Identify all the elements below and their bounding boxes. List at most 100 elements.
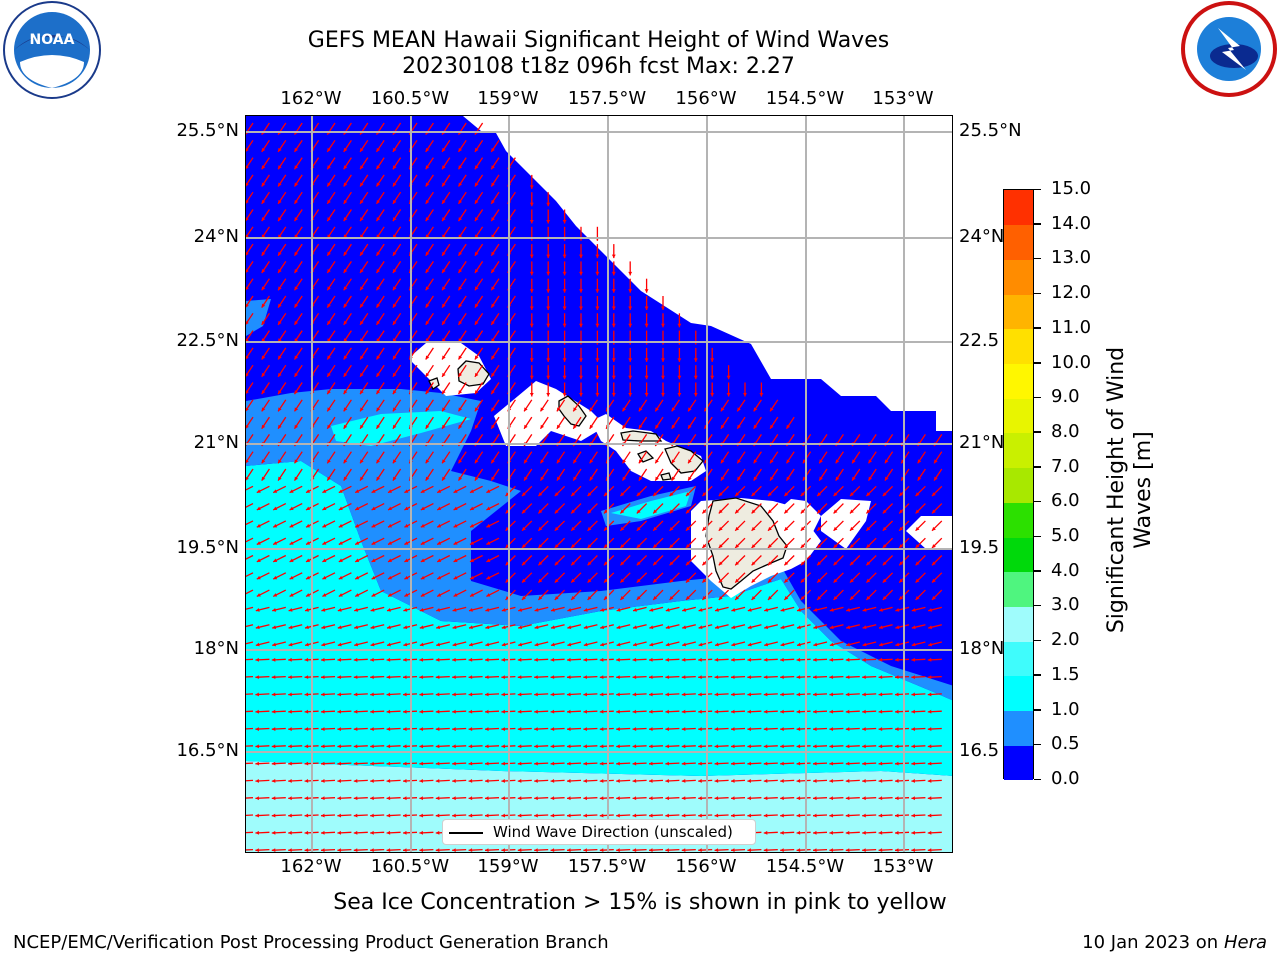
wave-arrow-head (353, 744, 358, 749)
wave-arrow-head (404, 523, 409, 528)
wave-arrow-head (737, 476, 741, 481)
wave-arrow-head (616, 625, 621, 630)
wave-arrow-head (632, 692, 637, 697)
wave-arrow-head (688, 424, 692, 429)
wave-arrow-head (327, 303, 331, 308)
wave-arrow-head (735, 526, 740, 531)
wave-arrow-head (534, 657, 538, 662)
wave-arrow-head (273, 523, 278, 528)
wave-arrow-head (813, 796, 817, 801)
wave-arrow-head (604, 544, 608, 548)
wave-arrow-head (556, 476, 561, 481)
wave-arrow-head (343, 251, 348, 256)
wave-arrow-head (420, 506, 425, 511)
wave-arrow-head (271, 848, 276, 852)
wave-arrow-head (371, 506, 376, 511)
wave-arrow-head (669, 578, 674, 583)
colorbar-tick-label: 4.0 (1051, 559, 1080, 581)
wave-arrow-head (554, 526, 559, 531)
wave-arrow-head (353, 848, 358, 852)
wave-arrow-head (360, 165, 364, 170)
wave-arrow-head (338, 523, 343, 528)
wave-arrow-head (327, 407, 331, 412)
wave-arrow-head (388, 523, 392, 528)
wave-arrow-head (862, 709, 866, 714)
wave-arrow-head (491, 251, 495, 256)
wave-arrow-head (524, 459, 528, 464)
wave-arrow-head (866, 596, 871, 600)
wave-arrow-head (392, 165, 397, 170)
wave-arrow-head (644, 323, 649, 328)
island-molokai (620, 430, 663, 442)
wave-arrow-head (294, 251, 299, 256)
wave-arrow-head (392, 286, 397, 291)
wave-arrow (246, 779, 254, 782)
colorbar (1003, 189, 1034, 781)
wave-arrow-head (403, 744, 407, 749)
wave-arrow-head (468, 779, 473, 783)
wave-arrow-head (273, 593, 278, 597)
wave-arrow-head (304, 830, 309, 835)
wave-arrow-head (895, 657, 899, 662)
wave-arrow-head (911, 848, 915, 852)
wave-arrow-head (556, 459, 561, 464)
wave-arrow-head (813, 830, 817, 835)
wave-arrow-head (337, 625, 342, 630)
wave-arrow-head (932, 561, 936, 566)
wave-arrow-head (573, 407, 577, 412)
wave-arrow-head (458, 390, 463, 395)
wave-arrow-head (714, 761, 719, 766)
wave-arrow-head (622, 424, 627, 429)
wave-arrow-head (452, 657, 456, 662)
wave-arrow-head (600, 625, 605, 630)
wave-arrow-head (833, 596, 838, 600)
wave-arrow-head (524, 407, 528, 412)
lon-label-top: 157.5°W (567, 88, 647, 109)
lon-label-bottom: 156°W (675, 856, 737, 877)
wave-arrow (246, 831, 254, 834)
wave-arrow-head (644, 375, 649, 380)
wave-arrow-head (501, 642, 506, 647)
colorbar-segment (1004, 190, 1033, 226)
wave-arrow-head (392, 199, 397, 204)
wave-arrow-head (800, 492, 805, 497)
wave-arrow-head (534, 796, 538, 801)
wave-arrow-head (442, 251, 446, 256)
wave-arrow (246, 745, 254, 747)
wave-arrow-head (327, 199, 331, 204)
wave-arrow-head (425, 320, 430, 325)
wave-arrow-head (768, 526, 772, 531)
wave-arrow-head (355, 558, 360, 562)
wave-arrow-head (653, 509, 658, 514)
colorbar-label-line2: Waves [m] (1131, 431, 1156, 549)
wave-arrow-head (714, 727, 719, 731)
wave-arrow-head (453, 506, 458, 511)
wave-arrow-head (611, 289, 616, 293)
wave-arrow-head (321, 813, 325, 818)
wave-arrow-head (474, 355, 479, 360)
wave-arrow-head (599, 761, 604, 766)
wave-arrow-head (611, 306, 616, 310)
wave-arrow-head (763, 709, 768, 714)
wave-arrow-head (376, 182, 381, 187)
wave-arrow-head (338, 489, 343, 493)
wave-arrow-head (255, 675, 260, 680)
wave-arrow-head (665, 796, 670, 801)
wave-arrow-head (538, 596, 543, 600)
wave-arrow-head (486, 593, 491, 597)
wave-arrow-head (636, 526, 641, 531)
wave-arrow-head (611, 271, 616, 276)
wave-arrow-head (747, 727, 752, 731)
wave-arrow-head (371, 575, 376, 580)
wave-arrow-head (327, 424, 331, 429)
wave-arrow-head (917, 476, 922, 481)
wave-arrow-head (895, 796, 899, 801)
wave-arrow-head (486, 506, 491, 511)
wave-arrow-head (294, 303, 299, 308)
wave-arrow-head (928, 642, 933, 647)
wave-arrow-head (304, 779, 309, 783)
wave-arrow-head (321, 657, 325, 662)
wave-arrow-head (718, 526, 723, 531)
wave-arrow-head (686, 526, 690, 531)
wave-arrow-head (327, 251, 331, 256)
